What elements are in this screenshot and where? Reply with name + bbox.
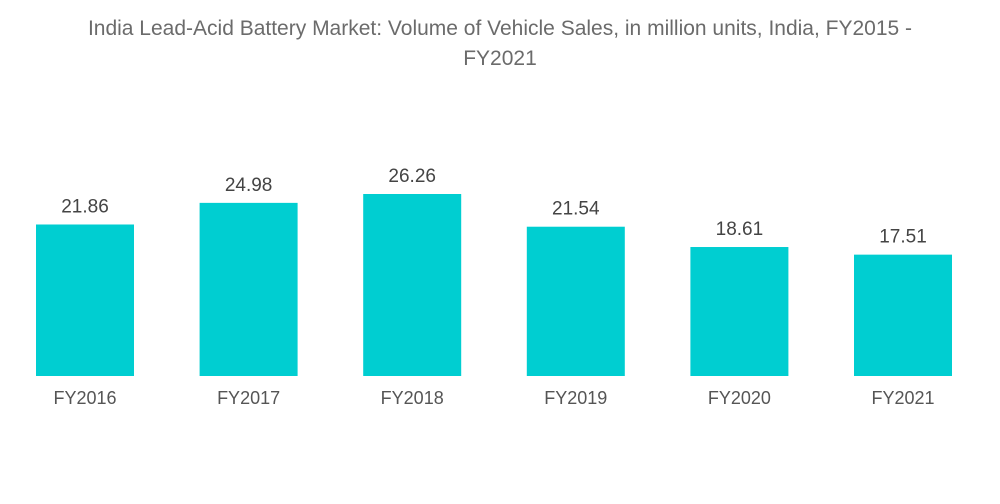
chart-title-line-2: FY2021 xyxy=(463,47,537,70)
x-tick-label-fy2020: FY2020 xyxy=(708,388,771,408)
chart-title: India Lead-Acid Battery Market: Volume o… xyxy=(0,14,1000,74)
bar-fy2018 xyxy=(363,194,462,376)
data-label-fy2020: 18.61 xyxy=(716,219,764,240)
x-tick-label-fy2019: FY2019 xyxy=(544,388,607,408)
bar-fy2020 xyxy=(690,247,789,376)
data-label-fy2019: 21.54 xyxy=(552,199,600,220)
data-label-fy2021: 17.51 xyxy=(879,227,927,248)
x-tick-label-fy2021: FY2021 xyxy=(871,388,934,408)
data-label-fy2016: 21.86 xyxy=(61,196,109,217)
x-tick-label-fy2016: FY2016 xyxy=(53,388,116,408)
x-tick-label-fy2017: FY2017 xyxy=(217,388,280,408)
bar-fy2016 xyxy=(36,224,134,376)
x-tick-label-fy2018: FY2018 xyxy=(381,388,444,408)
chart-title-line-1: India Lead-Acid Battery Market: Volume o… xyxy=(87,17,913,40)
bar-fy2019 xyxy=(526,226,625,376)
bar-fy2017 xyxy=(199,202,298,376)
data-label-fy2018: 26.26 xyxy=(388,166,436,187)
bar-fy2021 xyxy=(854,254,952,376)
data-label-fy2017: 24.98 xyxy=(225,175,273,196)
